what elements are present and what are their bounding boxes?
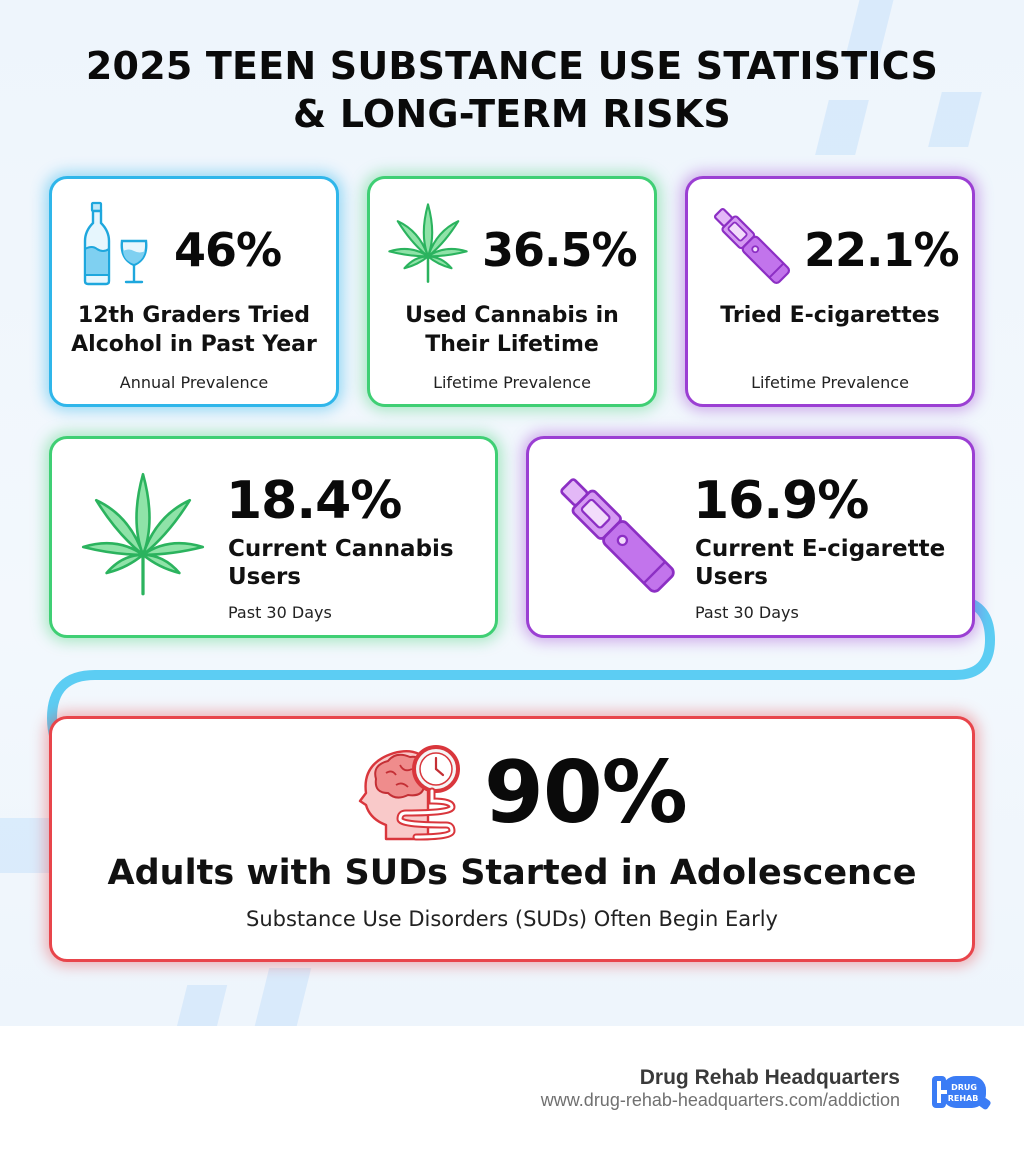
stat-card-suds-adolescence: 90% Adults with SUDs Started in Adolesce… bbox=[49, 716, 975, 962]
stat-measure: Annual Prevalence bbox=[119, 373, 269, 392]
stat-label: Adults with SUDs Started in Adolescence bbox=[107, 853, 917, 893]
page-title: 2025 TEEN SUBSTANCE USE STATISTICS & LON… bbox=[0, 42, 1024, 138]
logo-text-top: DRUG bbox=[951, 1083, 977, 1092]
stat-card-alcohol: 46% 12th Graders Tried Alcohol in Past Y… bbox=[49, 176, 339, 407]
stat-value: 16.9% bbox=[693, 471, 869, 531]
stat-measure: Lifetime Prevalence bbox=[751, 373, 909, 392]
background-stripe bbox=[254, 968, 312, 1026]
head-brain-clock-icon bbox=[358, 745, 460, 841]
stat-label-line: Tried E-cigarettes bbox=[720, 303, 940, 328]
stat-value: 46% bbox=[174, 223, 282, 277]
stat-measure: Substance Use Disorders (SUDs) Often Beg… bbox=[245, 907, 778, 931]
stat-label: Current Cannabis Users bbox=[228, 535, 454, 591]
footer-url[interactable]: www.drug-rehab-headquarters.com/addictio… bbox=[540, 1090, 900, 1110]
stat-measure: Lifetime Prevalence bbox=[433, 373, 591, 392]
stat-card-ecig-lifetime: 22.1% Tried E-cigarettes Lifetime Preval… bbox=[685, 176, 975, 407]
title-line-1: 2025 TEEN SUBSTANCE USE STATISTICS bbox=[85, 44, 939, 88]
stat-card-ecig-current: 16.9% Current E-cigarette Users Past 30 … bbox=[526, 436, 975, 638]
stat-label-line: Users bbox=[228, 564, 301, 590]
stat-card-cannabis-current: 18.4% Current Cannabis Users Past 30 Day… bbox=[49, 436, 498, 638]
stat-value: 18.4% bbox=[226, 471, 402, 531]
alcohol-bottle-glass-icon bbox=[83, 201, 148, 286]
stat-card-cannabis-lifetime: 36.5% Used Cannabis in Their Lifetime Li… bbox=[367, 176, 657, 407]
stat-label-line: 12th Graders Tried bbox=[77, 303, 311, 328]
vape-pen-icon bbox=[713, 207, 791, 285]
infographic-canvas: 2025 TEEN SUBSTANCE USE STATISTICS & LON… bbox=[0, 0, 1024, 1026]
footer-brand-name: Drug Rehab Headquarters bbox=[639, 1066, 900, 1089]
stat-measure: Past 30 Days bbox=[695, 603, 799, 622]
stat-measure: Past 30 Days bbox=[228, 603, 332, 622]
stat-label-line: Alcohol in Past Year bbox=[71, 332, 317, 357]
stat-label: Current E-cigarette Users bbox=[695, 535, 945, 591]
logo-text-bottom: REHAB bbox=[948, 1094, 979, 1103]
stat-label: Tried E-cigarettes bbox=[688, 301, 972, 330]
cannabis-leaf-icon bbox=[388, 203, 468, 283]
stat-label-line: Used Cannabis in bbox=[405, 303, 619, 328]
stat-label-line: Their Lifetime bbox=[425, 332, 599, 357]
stat-label-line: Users bbox=[695, 564, 768, 590]
stat-label: Used Cannabis in Their Lifetime bbox=[370, 301, 654, 359]
stat-label-line: Current Cannabis bbox=[228, 536, 454, 562]
background-stripe bbox=[176, 985, 228, 1026]
cannabis-leaf-icon bbox=[81, 472, 205, 596]
stat-label-line: Current E-cigarette bbox=[695, 536, 946, 562]
stat-value: 90% bbox=[484, 743, 688, 843]
stat-value: 22.1% bbox=[804, 223, 960, 277]
vape-pen-icon bbox=[560, 478, 675, 593]
title-line-2: & LONG-TERM RISKS bbox=[293, 92, 731, 136]
stat-label: 12th Graders Tried Alcohol in Past Year bbox=[52, 301, 336, 359]
hq-logo-icon: DRUG REHAB bbox=[932, 1076, 991, 1110]
stat-value: 36.5% bbox=[482, 223, 638, 277]
